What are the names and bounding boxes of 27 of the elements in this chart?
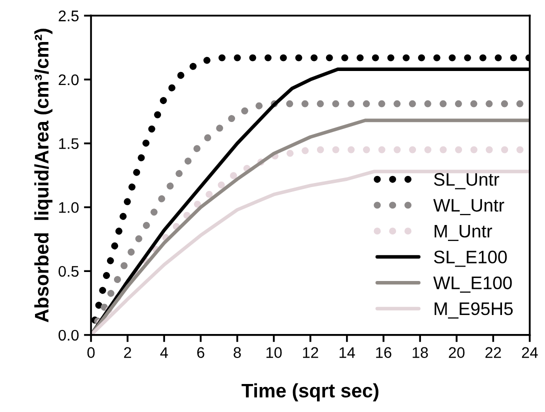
x-tick-label: 4 xyxy=(160,347,168,358)
x-tick-label: 10 xyxy=(266,347,282,358)
y-tick-label: 2.0 xyxy=(58,74,79,86)
legend-label: WL_E100 xyxy=(433,276,512,293)
x-tick-label: 6 xyxy=(197,347,204,358)
legend-label: M_Untr xyxy=(434,224,492,241)
y-axis-title: Absorbed liquid/Area (cm³/cm²) xyxy=(34,28,52,322)
legend-label: WL_Untr xyxy=(433,199,504,216)
x-tick-label: 12 xyxy=(303,347,318,358)
x-tick-label: 18 xyxy=(412,347,428,358)
x-tick-label: 0 xyxy=(87,347,95,358)
x-tick-label: 22 xyxy=(485,347,501,358)
x-tick-label: 16 xyxy=(376,347,392,358)
x-axis-title: Time (sqrt sec) xyxy=(242,383,378,402)
y-tick-label: 0.5 xyxy=(58,266,79,277)
x-tick-label: 8 xyxy=(234,347,241,358)
x-tick-label: 14 xyxy=(340,347,355,358)
legend-label: SL_E100 xyxy=(434,250,507,267)
y-tick-label: 1.0 xyxy=(59,202,79,213)
y-tick-label: 2.5 xyxy=(58,10,79,22)
x-tick-label: 2 xyxy=(124,347,132,358)
y-tick-label: 1.5 xyxy=(59,138,79,150)
legend-label: SL_Untr xyxy=(434,173,500,190)
legend-label: M_E95H5 xyxy=(434,302,513,319)
y-tick-label: 0.0 xyxy=(58,330,79,341)
x-tick-label: 20 xyxy=(448,347,465,358)
x-tick-label: 24 xyxy=(522,347,538,358)
